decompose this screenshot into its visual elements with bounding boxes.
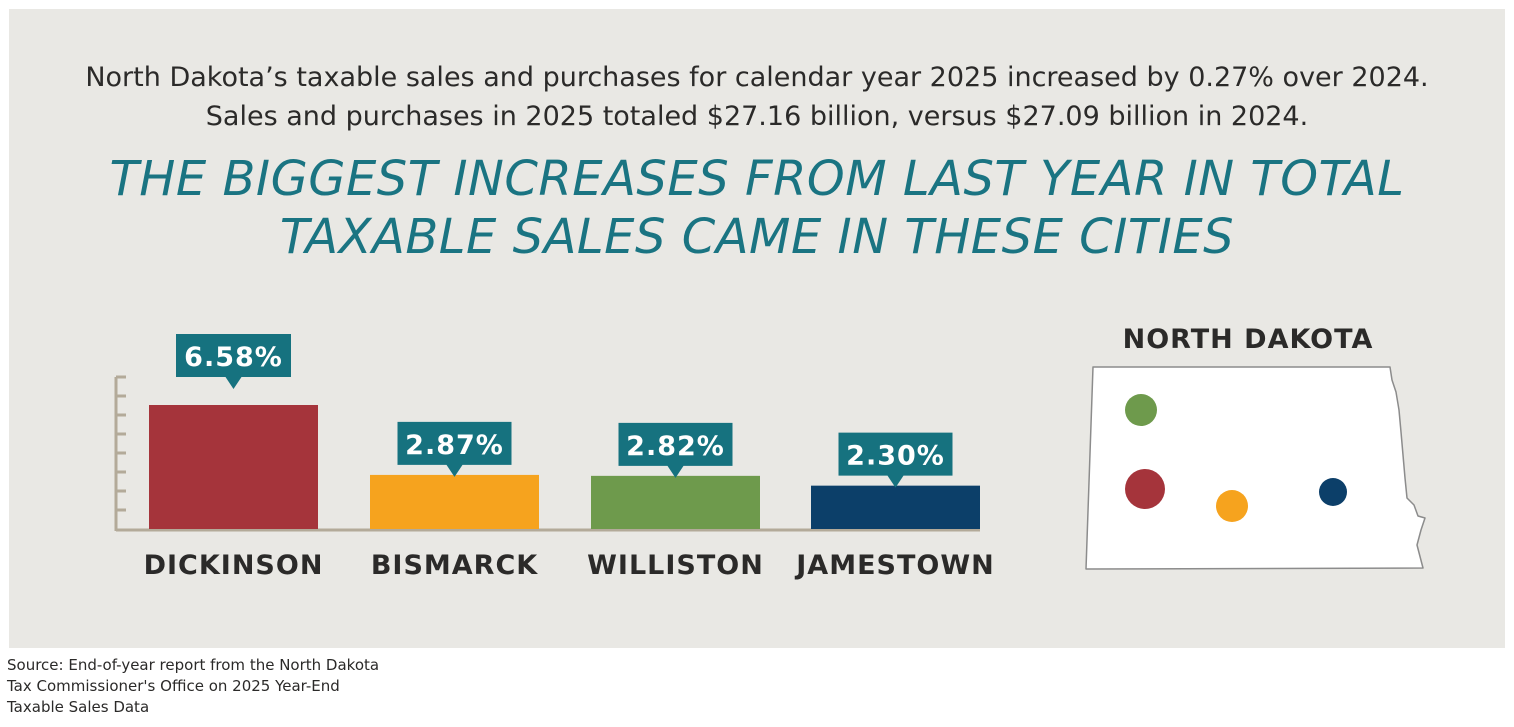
source-line-1: Source: End-of-year report from the Nort… xyxy=(7,656,380,674)
intro-line-1: North Dakota’s taxable sales and purchas… xyxy=(85,62,1429,93)
intro-text: North Dakota’s taxable sales and purchas… xyxy=(0,58,1514,136)
map-dot-jamestown xyxy=(1319,478,1347,506)
data-label-callout xyxy=(176,334,291,389)
bar-jamestown xyxy=(811,485,980,529)
north-dakota-map-shape xyxy=(1085,366,1426,570)
headline-line-1: THE BIGGEST INCREASES FROM LAST YEAR IN … xyxy=(109,151,1405,207)
data-label: 2.82% xyxy=(626,431,725,462)
data-label: 2.30% xyxy=(846,441,945,472)
bar-bismarck xyxy=(370,474,539,529)
source-line-3: Taxable Sales Data xyxy=(7,698,150,716)
map-dot-dickinson xyxy=(1125,469,1165,509)
data-label: 6.58% xyxy=(184,342,283,373)
intro-line-2: Sales and purchases in 2025 totaled $27.… xyxy=(205,101,1309,132)
bar-dickinson xyxy=(149,405,318,529)
x-tick-label: BISMARCK xyxy=(371,550,538,581)
headline: THE BIGGEST INCREASES FROM LAST YEAR IN … xyxy=(0,150,1514,266)
map-dot-bismarck xyxy=(1216,490,1248,522)
x-tick-label: JAMESTOWN xyxy=(794,550,994,581)
bar-williston xyxy=(591,475,760,529)
map-title: NORTH DAKOTA xyxy=(1122,324,1374,355)
source-line-2: Tax Commissioner's Office on 2025 Year-E… xyxy=(7,677,340,695)
data-label-callout xyxy=(397,421,512,477)
data-label-callout xyxy=(618,422,733,478)
headline-line-2: TAXABLE SALES CAME IN THESE CITIES xyxy=(279,209,1235,265)
x-tick-label: DICKINSON xyxy=(144,550,324,581)
map-dot-williston xyxy=(1125,394,1157,426)
data-label: 2.87% xyxy=(405,430,504,461)
data-label-callout xyxy=(838,432,953,488)
source-note: Source: End-of-year report from the Nort… xyxy=(7,655,427,718)
x-tick-label: WILLISTON xyxy=(587,550,764,581)
